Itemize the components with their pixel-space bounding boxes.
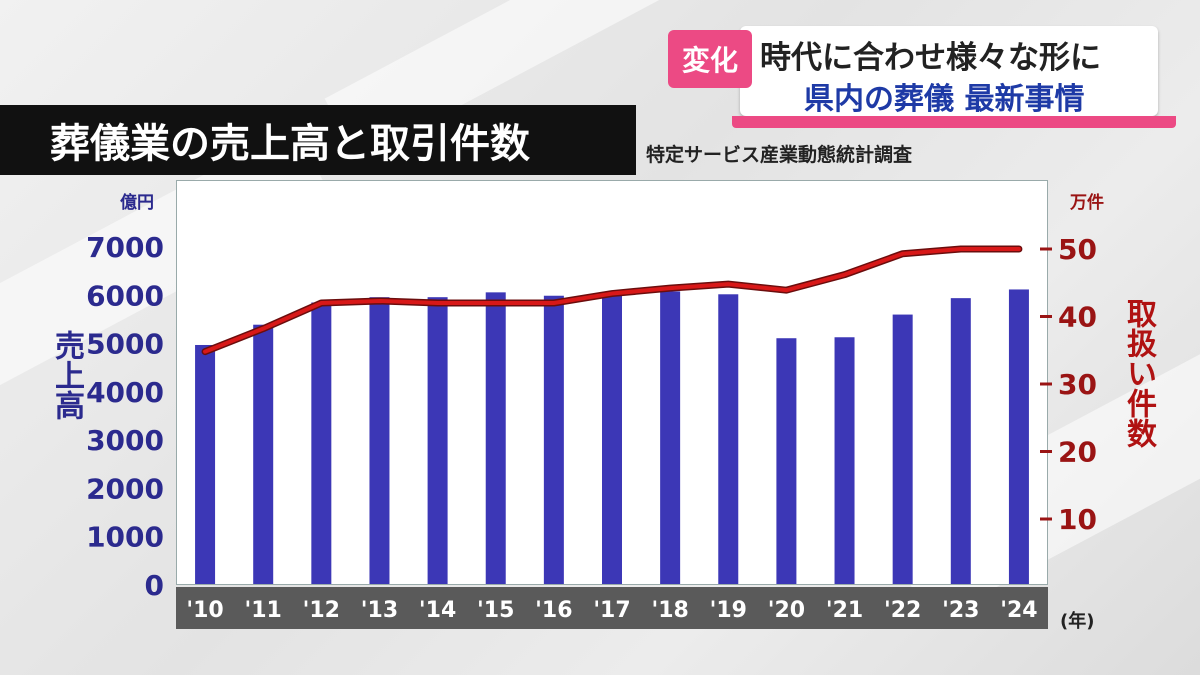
right-tick-label: 10: [1058, 503, 1097, 536]
x-tick-label: '12: [303, 598, 340, 623]
right-axis-unit: 万件: [1070, 193, 1104, 213]
left-tick-label: 6000: [86, 279, 164, 312]
x-tick-label: '18: [651, 598, 688, 623]
x-tick-label: '21: [826, 598, 863, 623]
left-tick-label: 0: [145, 569, 164, 602]
left-tick-label: 1000: [86, 521, 164, 554]
x-tick-label: '16: [535, 598, 572, 623]
bar-19: [718, 294, 739, 584]
caption-tag: 変化: [668, 30, 752, 88]
x-tick-label: '15: [477, 598, 514, 623]
left-axis-unit: 億円: [120, 193, 154, 213]
caption-subheadline: 県内の葬儀 最新事情: [804, 82, 1085, 117]
x-tick-label: '11: [245, 598, 282, 623]
x-tick-label: '19: [710, 598, 747, 623]
bar-20: [776, 338, 797, 584]
right-tick-label: 30: [1058, 368, 1097, 401]
x-tick-label: '14: [419, 598, 456, 623]
x-axis-unit: (年): [1060, 611, 1095, 632]
x-axis-band: [176, 587, 1048, 629]
bar-13: [369, 297, 390, 584]
x-tick-label: '13: [361, 598, 398, 623]
caption-box: 時代に合わせ様々な形に 県内の葬儀 最新事情: [732, 26, 1176, 128]
bar-10: [195, 344, 216, 584]
x-tick-label: '17: [593, 598, 630, 623]
right-tick-label: 40: [1058, 301, 1097, 334]
left-tick-label: 3000: [86, 424, 164, 457]
bar-22: [892, 314, 913, 584]
bar-23: [950, 298, 971, 584]
left-tick-label: 5000: [86, 328, 164, 361]
left-tick-label: 2000: [86, 472, 164, 505]
data-source: 特定サービス産業動態統計調査: [646, 144, 913, 166]
bar-12: [311, 302, 332, 584]
bar-17: [602, 291, 622, 584]
bar-16: [543, 295, 564, 584]
bar-15: [485, 292, 506, 584]
x-tick-label: '23: [942, 598, 979, 623]
right-tick-label: 50: [1058, 233, 1097, 266]
bar-11: [253, 324, 274, 584]
x-tick-label: '22: [884, 598, 921, 623]
caption-headline: 時代に合わせ様々な形に: [760, 40, 1101, 76]
chart-title: 葬儀業の売上高と取引件数: [0, 105, 636, 175]
bar-14: [427, 297, 448, 584]
bar-24: [1008, 289, 1029, 584]
right-tick-label: 20: [1058, 436, 1097, 469]
line-series-count: [203, 247, 1021, 354]
left-axis-label: 売上高: [49, 330, 84, 420]
left-tick-label: 7000: [86, 231, 164, 264]
x-tick-label: '24: [1000, 598, 1037, 623]
x-tick-label: '20: [768, 598, 805, 623]
left-tick-label: 4000: [86, 376, 164, 409]
bar-21: [834, 337, 855, 584]
bar-18: [660, 291, 681, 584]
right-axis-label: 取扱い件数: [1121, 298, 1156, 448]
x-tick-label: '10: [186, 598, 223, 623]
